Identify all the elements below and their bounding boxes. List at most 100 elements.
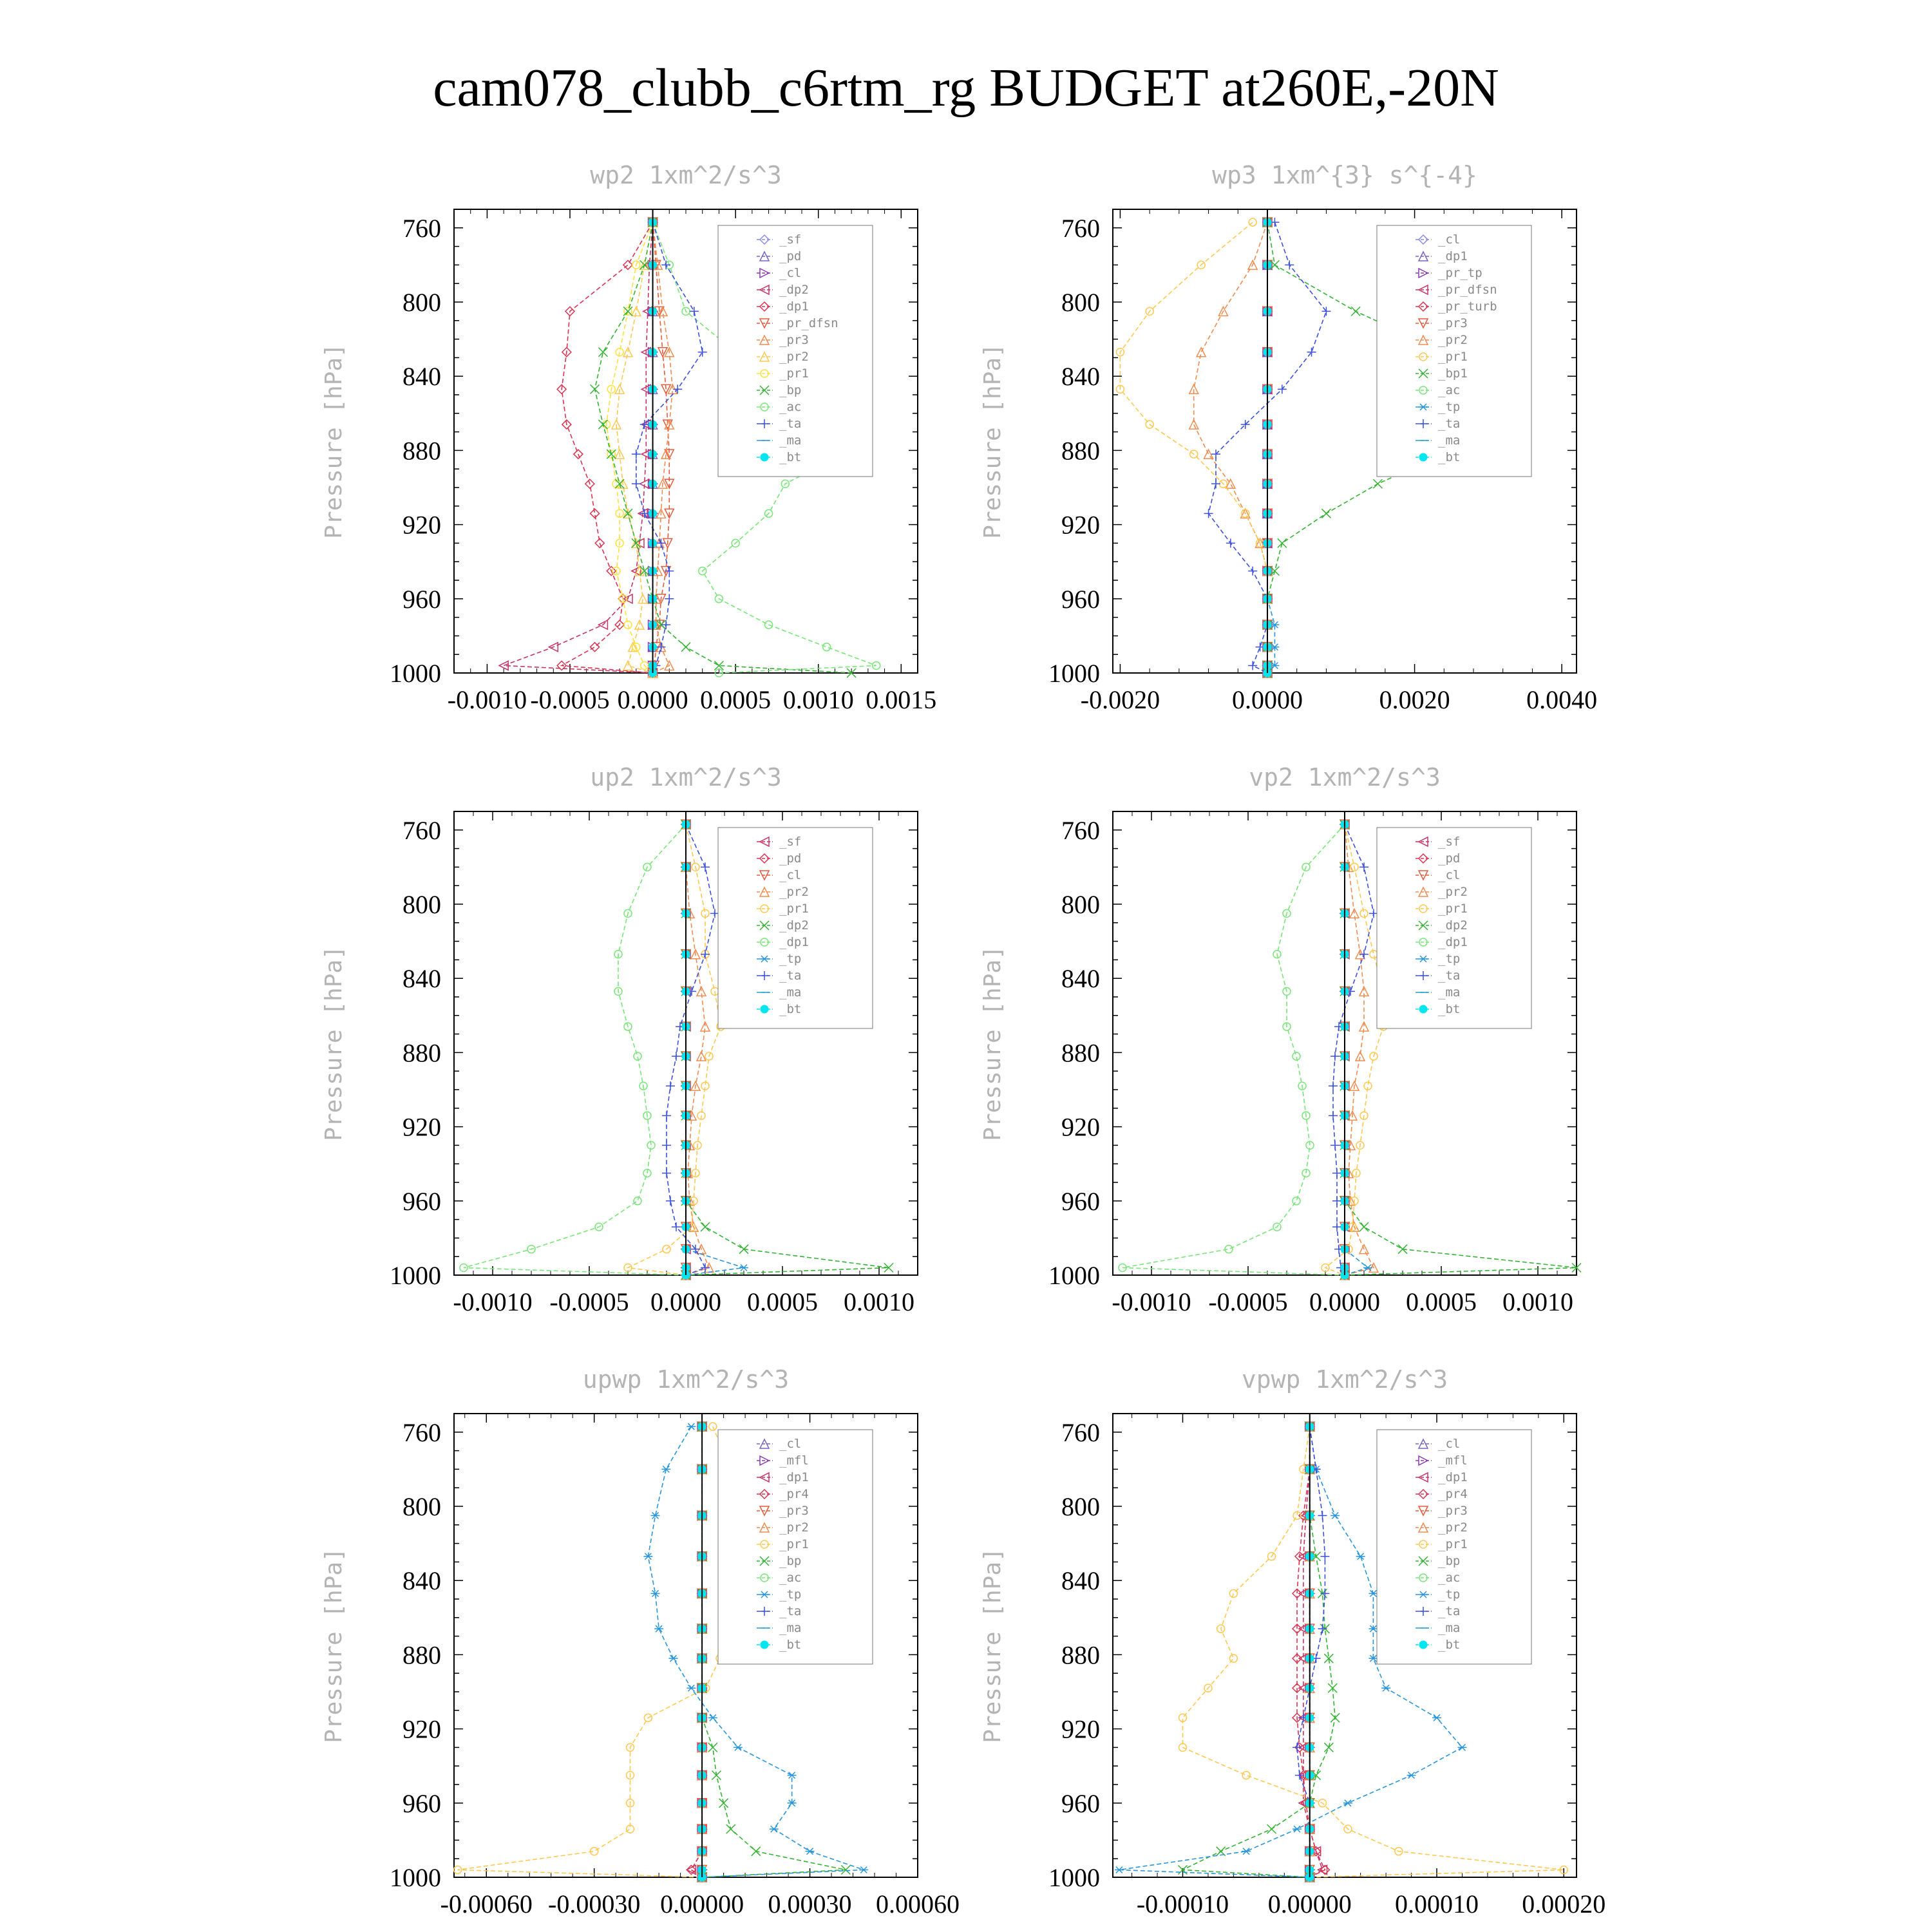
- y-tick-label: 800: [1061, 1492, 1100, 1521]
- y-tick-label: 920: [402, 1113, 441, 1142]
- x-tick-label: 0.0000: [618, 685, 688, 714]
- x-tick-label: 0.0000: [650, 1287, 721, 1316]
- data-point: [614, 383, 625, 395]
- data-point: [1329, 1111, 1338, 1121]
- series-line: [690, 1426, 703, 1878]
- data-point: [1352, 1168, 1361, 1178]
- data-point: [1305, 1141, 1314, 1150]
- legend-label: _bt: [1438, 1002, 1460, 1016]
- legend-label: _dp1: [1438, 935, 1468, 949]
- data-point: [1329, 1081, 1338, 1091]
- series-line: [1119, 222, 1268, 673]
- legend-marker: [759, 1556, 770, 1566]
- legend-label: _dp2: [1438, 918, 1468, 933]
- data-point: [719, 1798, 729, 1808]
- data-point: [666, 1196, 675, 1206]
- legend-marker: [760, 453, 769, 462]
- data-point: [787, 1799, 797, 1807]
- legend-label: _cl: [779, 868, 801, 882]
- data-point: [1369, 1052, 1378, 1061]
- data-point: [662, 419, 673, 430]
- data-point: [656, 620, 666, 630]
- data-point: [1372, 478, 1383, 489]
- series-line: [1303, 1426, 1323, 1878]
- legend-label: _pr1: [1438, 1537, 1468, 1551]
- legend-marker: [1419, 1591, 1428, 1598]
- legend-marker: [1417, 853, 1429, 864]
- data-point: [1282, 987, 1291, 996]
- y-tick-label: 1000: [390, 659, 441, 688]
- legend-marker: [1417, 886, 1429, 897]
- data-point: [697, 566, 707, 576]
- data-point: [630, 305, 642, 317]
- panel-5: upwp 1xm^2/s^3 Pressure [hPa] 760 800 840 880…: [321, 1365, 960, 1918]
- legend-marker: [760, 1573, 769, 1582]
- series-line: [690, 1426, 703, 1878]
- legend-marker: [759, 234, 770, 245]
- legend-marker: [759, 870, 770, 881]
- data-point: [633, 1197, 642, 1206]
- data-point: [662, 1111, 671, 1121]
- series-line: [594, 222, 852, 674]
- data-point: [561, 346, 572, 357]
- data-point: [691, 1244, 700, 1254]
- data-point: [1350, 306, 1361, 316]
- plot-frame: [1112, 1413, 1577, 1878]
- y-tick-label: 760: [402, 1418, 441, 1447]
- data-point: [639, 259, 650, 270]
- data-point: [1277, 384, 1287, 394]
- legend-label: _pd: [779, 249, 801, 263]
- data-point: [1291, 1624, 1303, 1634]
- data-point: [622, 593, 633, 605]
- data-point: [662, 1244, 671, 1254]
- legend-label: _cl: [1438, 232, 1460, 247]
- data-point: [871, 661, 881, 670]
- legend-marker: [760, 1540, 769, 1549]
- data-point: [1240, 507, 1251, 519]
- data-point: [1358, 1244, 1370, 1255]
- data-point: [584, 478, 595, 489]
- data-point: [590, 384, 600, 394]
- data-point: [622, 507, 634, 519]
- data-point: [1359, 862, 1368, 872]
- x-tick-label: 0.00010: [1395, 1889, 1479, 1918]
- legend-box: [717, 1429, 873, 1665]
- x-tick-label: 0.0005: [747, 1287, 818, 1316]
- legend-label: _bp1: [1438, 366, 1468, 381]
- legend-label: _pr2: [779, 885, 809, 899]
- legend-marker: [759, 284, 770, 296]
- legend-marker: [1417, 1472, 1428, 1483]
- data-point: [661, 260, 671, 270]
- legend-label: _ta: [1438, 417, 1460, 431]
- series-line: [652, 222, 674, 674]
- y-tick-label: 920: [1061, 511, 1100, 540]
- data-point: [647, 1141, 656, 1150]
- data-point: [764, 509, 773, 518]
- legend-label: _pr1: [1438, 902, 1468, 916]
- legend-marker: [1419, 938, 1428, 947]
- data-point: [1307, 347, 1316, 357]
- panel-title: up2 1xm^2/s^3: [590, 763, 781, 791]
- y-tick-label: 880: [402, 436, 441, 465]
- data-point: [1327, 1683, 1338, 1693]
- data-point: [631, 479, 641, 489]
- data-point: [1188, 419, 1199, 430]
- data-point: [1294, 1770, 1304, 1780]
- data-point: [1406, 1772, 1416, 1779]
- data-point: [687, 1684, 696, 1692]
- legend-marker: [759, 385, 770, 395]
- data-point: [661, 1465, 671, 1473]
- data-point: [657, 347, 668, 358]
- legend-marker: [760, 955, 769, 963]
- data-point: [1381, 1684, 1391, 1692]
- y-tick-label: 1000: [390, 1863, 441, 1892]
- data-point: [1145, 307, 1154, 316]
- legend-marker: [760, 1005, 769, 1014]
- series-line: [1122, 824, 1345, 1276]
- data-point: [633, 1052, 642, 1061]
- data-point: [657, 305, 668, 317]
- data-point: [1343, 1799, 1352, 1807]
- x-tick-label: -0.0010: [448, 685, 527, 714]
- data-point: [691, 862, 700, 872]
- data-point: [1293, 1743, 1302, 1752]
